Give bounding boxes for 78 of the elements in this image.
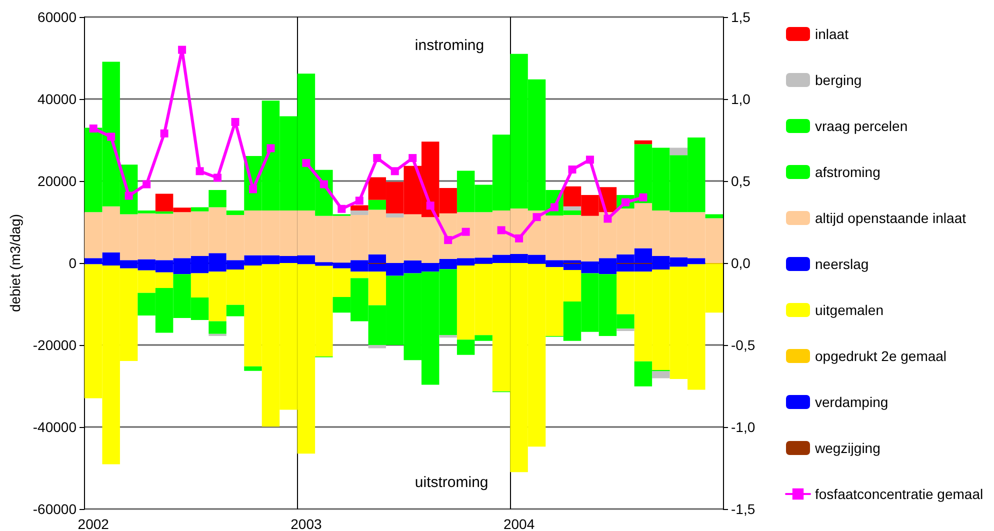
point bbox=[373, 154, 382, 162]
y-tick-label: 20000 bbox=[38, 173, 77, 189]
point bbox=[214, 174, 222, 182]
y-tick-label: -20000 bbox=[32, 337, 77, 353]
point bbox=[568, 166, 576, 174]
y-tick-label: -40000 bbox=[32, 419, 77, 435]
bar bbox=[190, 207, 209, 212]
y-tick-label: 0 bbox=[68, 255, 77, 271]
annotation: uitstroming bbox=[414, 474, 488, 491]
bar bbox=[439, 335, 457, 338]
y-tick-label: 60000 bbox=[38, 9, 77, 25]
point bbox=[426, 202, 434, 210]
y-tick-label: -60000 bbox=[32, 501, 77, 517]
point bbox=[248, 185, 257, 194]
point bbox=[462, 228, 470, 236]
legend-label: altijd openstaande inlaat bbox=[815, 210, 966, 226]
point bbox=[338, 204, 346, 213]
legend-label: opgedrukt 2e gemaal bbox=[815, 348, 947, 364]
y-tick-label: 40000 bbox=[38, 91, 77, 107]
bar bbox=[616, 328, 634, 332]
point bbox=[639, 193, 648, 202]
y-axis-title: debiet (m3/dag) bbox=[7, 214, 23, 312]
legend-label: inlaat bbox=[815, 26, 849, 42]
bar bbox=[563, 206, 582, 211]
bar bbox=[634, 140, 652, 144]
y2-tick-label: 1,5 bbox=[731, 9, 751, 25]
point bbox=[444, 236, 452, 244]
point bbox=[408, 154, 417, 162]
point bbox=[515, 234, 524, 242]
point bbox=[302, 158, 310, 167]
bar bbox=[226, 304, 244, 316]
bar bbox=[226, 210, 244, 216]
y2-tick-label: 0,0 bbox=[731, 255, 751, 271]
y2-tick-label: -1,5 bbox=[731, 501, 756, 517]
bar bbox=[652, 371, 670, 378]
bar bbox=[350, 205, 368, 211]
point bbox=[107, 132, 116, 141]
point bbox=[196, 167, 204, 176]
bar bbox=[208, 321, 226, 334]
legend-label: verdamping bbox=[815, 394, 888, 410]
point bbox=[604, 214, 612, 223]
point bbox=[586, 156, 594, 164]
point bbox=[160, 129, 168, 138]
x-tick-label: 2003 bbox=[290, 516, 322, 531]
point bbox=[320, 180, 328, 188]
x-tick-label: 2004 bbox=[503, 516, 535, 531]
bar bbox=[386, 213, 404, 218]
bar bbox=[208, 190, 226, 208]
y2-tick-label: -1,0 bbox=[731, 419, 756, 435]
point bbox=[550, 203, 559, 212]
point bbox=[497, 226, 506, 234]
bar bbox=[368, 200, 386, 210]
point bbox=[178, 46, 186, 54]
annotation: instroming bbox=[414, 37, 484, 54]
bar bbox=[705, 214, 723, 218]
point bbox=[142, 180, 151, 188]
point bbox=[266, 144, 275, 152]
legend-label: berging bbox=[815, 72, 862, 88]
point bbox=[390, 167, 399, 176]
point bbox=[124, 192, 133, 200]
bar bbox=[368, 345, 386, 348]
point bbox=[355, 196, 364, 205]
bar bbox=[244, 366, 262, 371]
legend-label: afstroming bbox=[815, 164, 880, 180]
legend-label: neerslag bbox=[815, 256, 869, 272]
y2-tick-label: 1,0 bbox=[731, 91, 751, 107]
legend-label: uitgemalen bbox=[815, 302, 884, 318]
legend-label: vraag percelen bbox=[815, 118, 908, 134]
x-tick-label: 2002 bbox=[78, 516, 110, 531]
bar bbox=[670, 148, 688, 156]
point bbox=[532, 213, 541, 222]
legend-label: wegzijging bbox=[814, 440, 880, 456]
point bbox=[231, 118, 240, 126]
point bbox=[89, 124, 98, 133]
y2-tick-label: -0,5 bbox=[731, 337, 756, 353]
legend-label: fosfaatconcentratie gemaal bbox=[815, 486, 984, 502]
bar bbox=[350, 210, 368, 216]
y2-tick-label: 0,5 bbox=[731, 173, 751, 189]
